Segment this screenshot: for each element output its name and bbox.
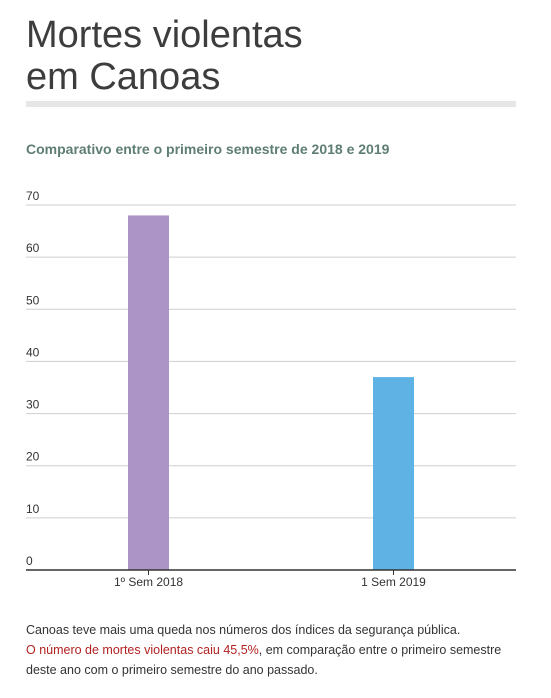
- y-tick-label: 20: [26, 450, 40, 464]
- x-axis-ticks: 1º Sem 2018 1 Sem 2019: [114, 570, 426, 589]
- chart-title-line-1: Mortes violentas: [26, 14, 303, 56]
- x-tick-label: 1º Sem 2018: [114, 575, 183, 589]
- chart-title-line-2: em Canoas: [26, 56, 221, 98]
- x-tick-label: 1 Sem 2019: [361, 575, 426, 589]
- chart-title: Mortes violentas em Canoas: [26, 14, 526, 98]
- bar-1: [373, 377, 414, 570]
- y-tick-label: 30: [26, 398, 40, 412]
- y-tick-label: 50: [26, 293, 40, 307]
- y-tick-label: 40: [26, 345, 40, 359]
- y-tick-label: 10: [26, 502, 40, 516]
- bars: [128, 215, 414, 570]
- footnote-line-1: Canoas teve mais uma queda nos números d…: [26, 623, 461, 637]
- gridlines: [26, 204, 516, 519]
- y-axis-ticks: 0 10 20 30 40 50 60 70: [26, 189, 40, 568]
- title-divider: [26, 101, 516, 107]
- chart-subtitle: Comparativo entre o primeiro semestre de…: [26, 141, 390, 157]
- y-tick-label: 0: [26, 554, 33, 568]
- y-tick-label: 70: [26, 189, 40, 203]
- footnote: Canoas teve mais uma queda nos números d…: [26, 620, 526, 680]
- bar-chart: 0 10 20 30 40 50 60 70 1º Sem 2018 1 Sem 2019: [26, 189, 516, 589]
- footnote-highlight: O número de mortes violentas caiu 45,5%: [26, 643, 259, 657]
- bar-0: [128, 215, 169, 570]
- footnote-rest: , em comparação entre o primeiro semestr…: [26, 643, 502, 677]
- y-tick-label: 60: [26, 241, 40, 255]
